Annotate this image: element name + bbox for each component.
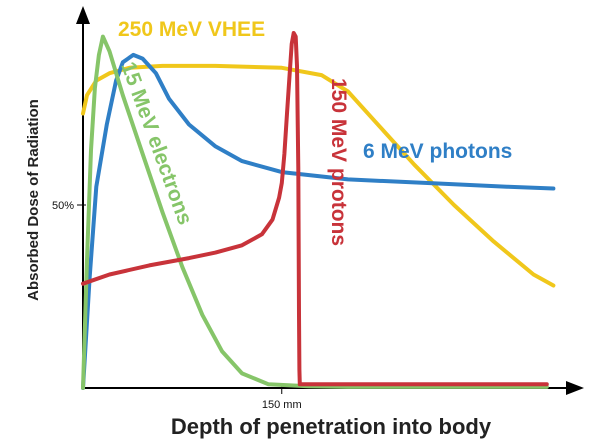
y-axis-arrowhead: [76, 6, 90, 24]
x-axis-title: Depth of penetration into body: [171, 414, 492, 439]
y-axis-title: Absorbed Dose of Radiation: [25, 99, 42, 301]
series-lines: [81, 31, 556, 390]
series-label-150-mev-protons: 150 MeV protons: [327, 78, 350, 246]
series-line-15-mev-electrons: [81, 34, 549, 390]
series-label-6-mev-photons: 6 MeV photons: [363, 140, 512, 163]
ticks: 50% 150 mm: [52, 200, 302, 411]
series-label-250-mev-vhee: 250 MeV VHEE: [118, 18, 265, 41]
series-label-15-mev-electrons: 15 MeV electrons: [116, 59, 196, 228]
y-tick-label: 50%: [52, 200, 74, 212]
series-line-250-mev-vhee: [81, 63, 556, 288]
series-labels: 250 MeV VHEE 6 MeV photons 15 MeV electron…: [116, 18, 512, 246]
x-tick-label: 150 mm: [262, 399, 302, 411]
x-axis-arrowhead: [566, 381, 584, 395]
series-line-150-mev-protons: [81, 31, 549, 387]
series-line-6-mev-photons: [81, 52, 556, 390]
